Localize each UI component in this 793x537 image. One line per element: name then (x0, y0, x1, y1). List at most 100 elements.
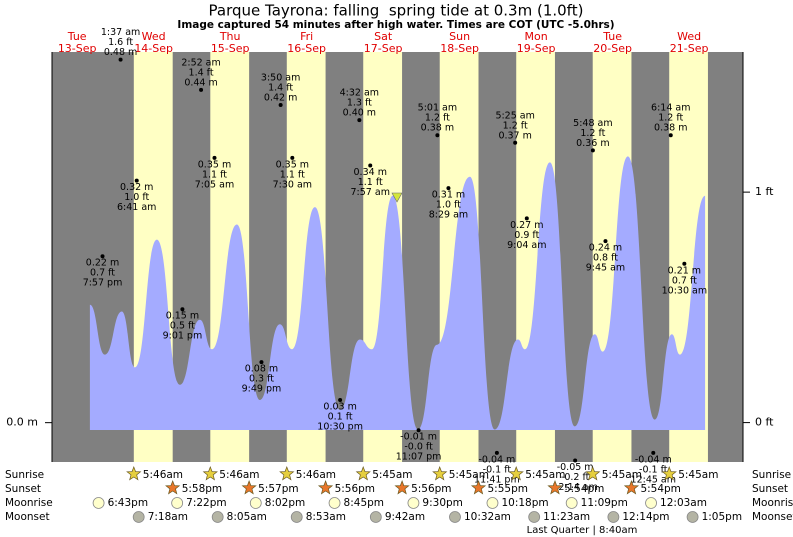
moonrise-icon (249, 497, 262, 509)
sunset-time: 5:57pm (258, 483, 298, 495)
moonset-time: 10:32am (464, 511, 511, 523)
sunset-time: 5:54pm (640, 483, 680, 495)
tide-event-label: 7:57 am (351, 187, 390, 198)
tide-event-label: 0.48 m (104, 47, 137, 58)
tide-event-label: 1.4 ft (189, 67, 214, 78)
current-level-marker (391, 192, 403, 203)
moonrise-time: 6:43pm (108, 497, 148, 509)
tide-event-label: 0.35 m (198, 159, 231, 170)
tide-event-label: 0.27 m (510, 220, 543, 231)
sunset-icon (165, 480, 181, 495)
tide-event-label: 7:57 pm (83, 278, 123, 289)
tide-event-label: 12:14 am (552, 482, 597, 493)
row-label: Moonrise (752, 497, 793, 509)
tide-event-label: 8:29 am (429, 210, 468, 221)
tide-event-dot (494, 450, 499, 455)
tide-event-label: 4:32 am (340, 88, 379, 99)
day-date: 16-Sep (287, 42, 326, 55)
tide-event-label: 7:05 am (195, 179, 234, 190)
day-date: 13-Sep (58, 42, 97, 55)
tide-event-label: 1.2 ft (580, 128, 605, 139)
overlay: Tue13-SepWed14-SepThu15-SepFri16-SepSat1… (5, 27, 793, 536)
moonrise-icon (92, 497, 105, 509)
moonset-icon (369, 511, 382, 523)
moonrise-icon (565, 497, 578, 509)
tide-area (89, 156, 706, 430)
moonset-time: 11:23am (543, 511, 590, 523)
row-label: Moonset (5, 511, 50, 523)
tide-event-label: 0.21 m (668, 265, 701, 276)
sunset-time: 5:56pm (411, 483, 451, 495)
day-date: 14-Sep (134, 42, 173, 55)
sunrise-icon (585, 466, 601, 481)
day-date: 18-Sep (440, 42, 479, 55)
moonset-icon (449, 511, 461, 523)
tide-event-label: 0.15 m (166, 311, 199, 322)
tide-event-label: 7:30 am (273, 179, 312, 190)
moonset-time: 8:05am (227, 511, 267, 523)
tide-event-label: 1.6 ft (108, 37, 133, 48)
day-date: 17-Sep (364, 42, 403, 55)
day-date: 15-Sep (211, 42, 250, 55)
tide-event-label: 0.36 m (576, 138, 609, 149)
day-name: Tue (67, 30, 87, 43)
tide-event-dot (668, 133, 673, 138)
tide-event-label: 0.5 ft (170, 321, 195, 332)
sunset-icon (470, 480, 487, 495)
tide-event-label: -0.04 m (478, 454, 515, 465)
sunrise-icon (508, 466, 524, 481)
tide-event-dot (573, 458, 578, 463)
tide-event-label: 1.0 ft (436, 200, 461, 211)
moonset-time: 8:53am (306, 511, 346, 523)
tide-event-label: 0.3 ft (249, 374, 274, 385)
tide-event-label: -0.0 ft (404, 442, 433, 453)
tide-event-label: 0.37 m (498, 130, 531, 141)
moonrise-icon (407, 497, 420, 509)
moonrise-icon (645, 497, 657, 509)
tide-event-dot (603, 239, 608, 244)
tide-event-label: 6:41 am (117, 202, 156, 213)
tide-event-label: 3:50 am (261, 72, 300, 83)
moonset-icon (607, 511, 620, 523)
tide-event-label: -0.01 m (400, 432, 437, 443)
tide-event-label: 9:01 pm (163, 331, 203, 342)
row-label: Moonset (752, 511, 793, 523)
tide-event-label: 10:30 pm (317, 421, 363, 432)
tide-event-label: 0.7 ft (672, 275, 697, 286)
row-label: Sunrise (5, 469, 44, 481)
tide-event-label: 0.08 m (245, 364, 278, 375)
tide-event-label: 5:48 am (573, 118, 612, 129)
sunset-time: 5:55pm (488, 483, 528, 495)
sunrise-icon (355, 466, 371, 481)
moonset-icon (132, 511, 145, 523)
sunrise-time: 5:46am (296, 469, 336, 481)
tide-event-label: 11:07 pm (396, 452, 442, 463)
sunrise-icon (661, 466, 677, 481)
moonrise-time: 8:45pm (344, 497, 384, 509)
moonset-icon (686, 511, 699, 523)
tide-event-dot (651, 450, 656, 455)
moonrise-time: 10:18pm (501, 497, 548, 509)
sunset-icon (623, 480, 640, 495)
moonset-time: 12:14pm (622, 511, 669, 523)
day-date: 19-Sep (517, 42, 556, 55)
tide-event-label: -0.1 ft (483, 464, 512, 475)
moonrise-icon (486, 497, 499, 509)
tide-event-dot (446, 186, 451, 191)
tide-event-label: 0.31 m (432, 190, 465, 201)
sunrise-icon (202, 466, 218, 481)
moonset-time: 9:42am (385, 511, 425, 523)
sunrise-time: 5:46am (219, 469, 259, 481)
tide-event-label: 0.7 ft (90, 268, 115, 279)
moonrise-time: 9:30pm (422, 497, 462, 509)
tide-event-label: 0.40 m (343, 108, 376, 119)
tide-event-dot (513, 140, 518, 145)
tide-event-dot (590, 148, 595, 153)
moonset-time: 7:18am (148, 511, 188, 523)
tide-event-dot (118, 57, 123, 62)
row-label: Sunset (752, 483, 788, 495)
sunrise-time: 5:45am (449, 469, 489, 481)
tide-event-label: 10:30 am (662, 285, 707, 296)
tide-event-dot (338, 397, 343, 402)
tide-event-label: 1.0 ft (124, 192, 149, 203)
